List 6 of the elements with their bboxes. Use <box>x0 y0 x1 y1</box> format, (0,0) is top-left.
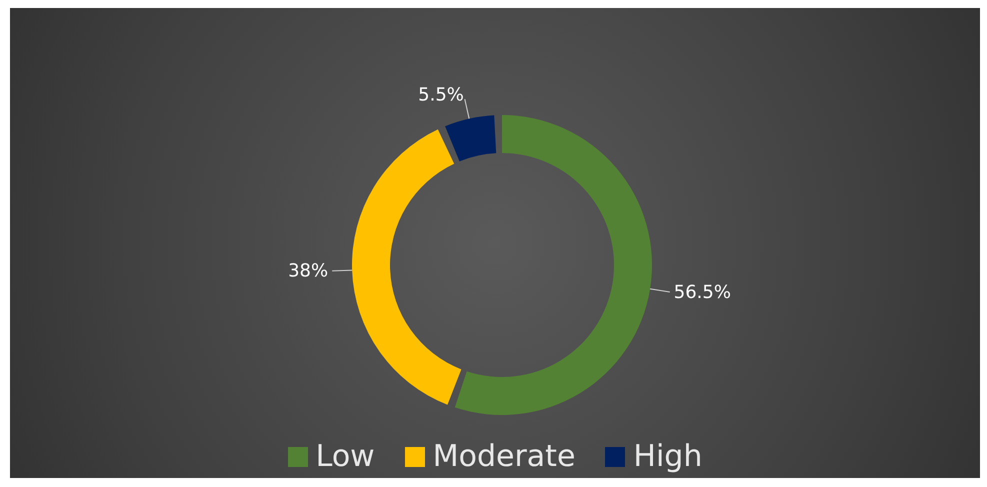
legend-label: Low <box>316 439 375 474</box>
legend-label: Moderate <box>432 439 576 474</box>
data-label: 5.5% <box>418 84 464 106</box>
data-label: 56.5% <box>674 282 731 304</box>
legend-label: High <box>633 439 702 474</box>
data-label: 38% <box>288 260 328 282</box>
